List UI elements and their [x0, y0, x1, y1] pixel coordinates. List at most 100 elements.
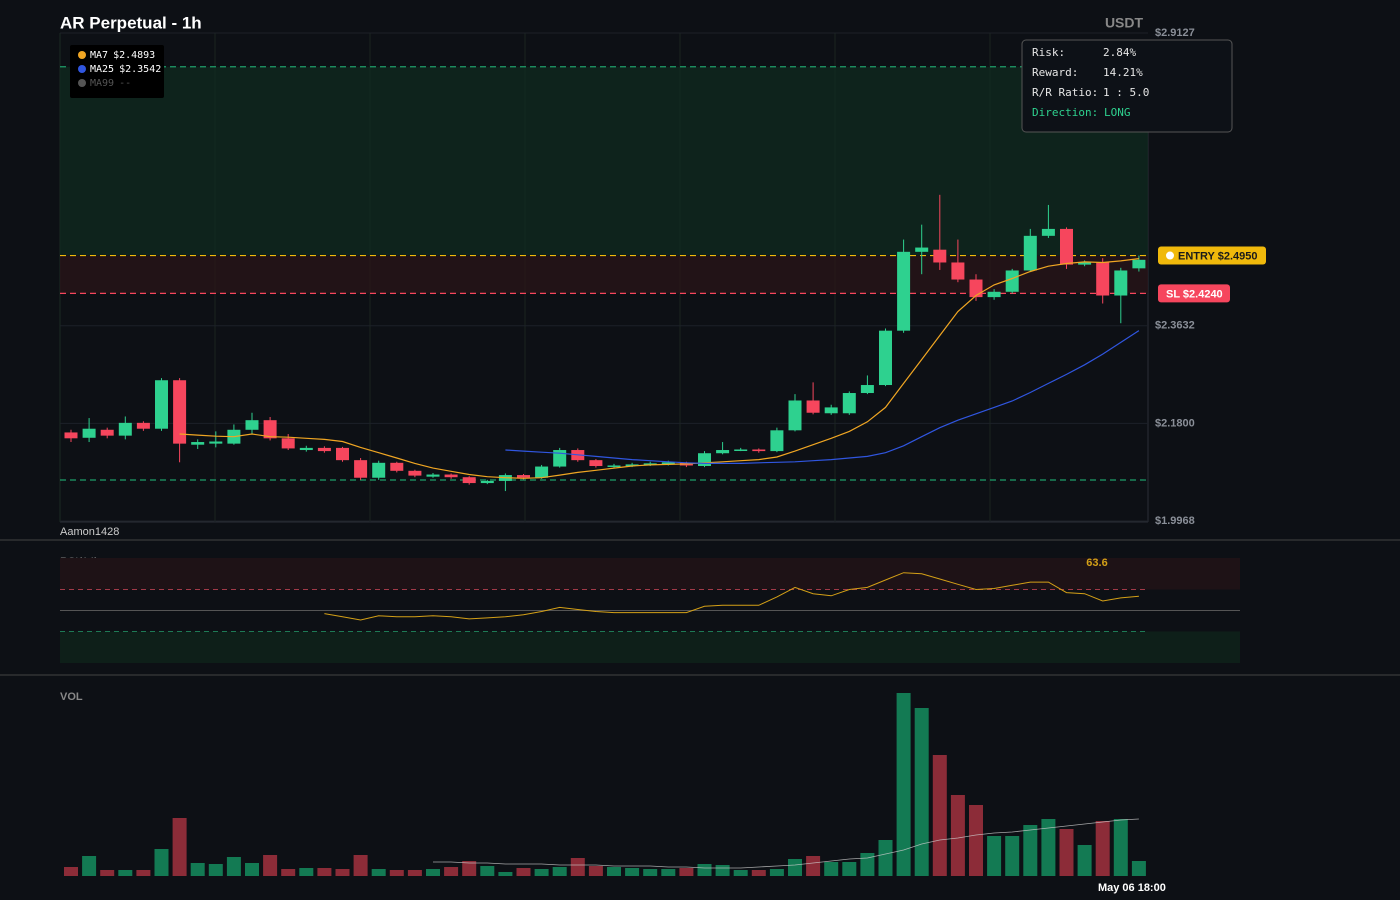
candle-body	[1005, 270, 1019, 292]
candle-body	[64, 432, 78, 439]
volume-bar	[462, 861, 477, 876]
volume-bar	[245, 863, 259, 876]
legend-entry: MA25 $2.3542	[90, 64, 161, 75]
level-badge	[1158, 284, 1230, 303]
volume-bar	[679, 868, 694, 876]
candle-body	[860, 385, 874, 394]
volume-bar	[136, 870, 151, 876]
risk-panel: Risk: 2.84% Reward: 14.21% R/R Ratio: 1 : 5.0…	[1021, 39, 1233, 133]
y-tick-label: $2.3632	[1155, 320, 1195, 332]
volume-bar	[226, 857, 241, 876]
candle-body	[607, 465, 621, 467]
candle-body	[1060, 228, 1073, 265]
candle-body	[517, 475, 530, 478]
candle-body	[408, 470, 422, 476]
candle-body	[879, 330, 892, 386]
candle-body	[136, 422, 150, 429]
volume-bar	[987, 836, 1002, 876]
volume-bar	[82, 856, 97, 876]
legend-swatch	[78, 65, 86, 73]
candle-body	[173, 380, 187, 444]
level-label: ENTRY $2.4950	[1178, 250, 1258, 262]
volume-bar	[661, 869, 676, 876]
volume-bar	[570, 858, 585, 876]
candle-body	[354, 460, 368, 478]
volume-bar	[64, 867, 78, 876]
level-label: SL $2.4240	[1166, 288, 1223, 300]
risk-value: 1 : 5.0	[1103, 86, 1149, 99]
candle-body	[263, 420, 277, 439]
volume-bar	[860, 853, 875, 876]
volume-bar	[625, 868, 640, 876]
level-badge	[1158, 246, 1266, 265]
volume-bar	[914, 708, 929, 876]
candle-body	[462, 477, 476, 484]
rsi-panel: RSI(14)63.6	[60, 556, 1240, 663]
candle-body	[1132, 259, 1146, 269]
volume-bar	[317, 868, 332, 876]
oversold-zone	[60, 631, 1240, 663]
candle-body	[734, 449, 748, 451]
volume-bar	[588, 866, 603, 876]
volume-bar	[426, 869, 440, 876]
risk-key: Reward:	[1032, 66, 1078, 79]
panel-title: VOL	[60, 691, 83, 703]
candle-body	[643, 463, 657, 465]
volume-bar	[1041, 819, 1056, 876]
volume-bar	[552, 867, 567, 876]
candle-body	[625, 464, 639, 467]
candle-body	[535, 466, 549, 478]
candle-body	[209, 441, 223, 444]
candle-body	[444, 474, 458, 478]
badge-dot	[1166, 251, 1174, 260]
volume-bar	[1077, 845, 1092, 876]
risk-key: Direction:	[1032, 106, 1098, 119]
legend-value: $2.3542	[119, 64, 161, 75]
candle-body	[915, 247, 929, 252]
candle-body	[336, 447, 349, 461]
legend-value: $2.4893	[113, 50, 155, 61]
volume-bar	[335, 869, 350, 876]
candle-body	[1023, 235, 1037, 271]
volume-bar	[751, 870, 766, 876]
volume-bar	[444, 867, 459, 876]
candle-body	[191, 442, 205, 445]
volume-bar	[516, 868, 531, 876]
volume-ma	[433, 818, 1139, 869]
candle-body	[933, 249, 947, 263]
volume-bar	[208, 864, 223, 876]
currency: USDT	[1105, 15, 1144, 31]
candle-body	[1096, 262, 1110, 296]
candle-body	[969, 279, 983, 298]
legend-entry: MA99 --	[90, 78, 131, 89]
ma-legend: MA7 $2.4893 MA25 $2.3542 MA99 --	[70, 45, 164, 98]
volume-bar	[281, 869, 296, 876]
volume-bar	[118, 870, 133, 876]
take-profit-zone	[60, 66, 1148, 256]
candle-body	[390, 462, 404, 471]
moving-average	[179, 258, 1139, 479]
rsi-line	[324, 572, 1139, 621]
volume-bar	[534, 869, 549, 876]
candle-body	[698, 453, 711, 467]
candle-body	[951, 262, 965, 280]
legend-name: MA25	[90, 64, 114, 75]
volume-bar	[643, 869, 658, 876]
volume-bar	[1059, 829, 1074, 876]
candle-body	[987, 291, 1001, 298]
candle-body	[824, 407, 838, 414]
volume-bar	[389, 870, 404, 876]
candle-body	[245, 420, 259, 430]
candle-body	[480, 480, 494, 484]
risk-value: 2.84%	[1103, 46, 1136, 59]
volume-bar	[353, 855, 368, 876]
risk-value: LONG	[1104, 106, 1131, 119]
candle-body	[1078, 262, 1092, 265]
watermark: Aamon1428	[60, 526, 119, 538]
volume-bar	[299, 868, 314, 876]
candle-body	[897, 251, 911, 331]
volume-bar	[697, 864, 712, 876]
volume-bar	[896, 693, 911, 876]
candle-body	[281, 438, 295, 449]
